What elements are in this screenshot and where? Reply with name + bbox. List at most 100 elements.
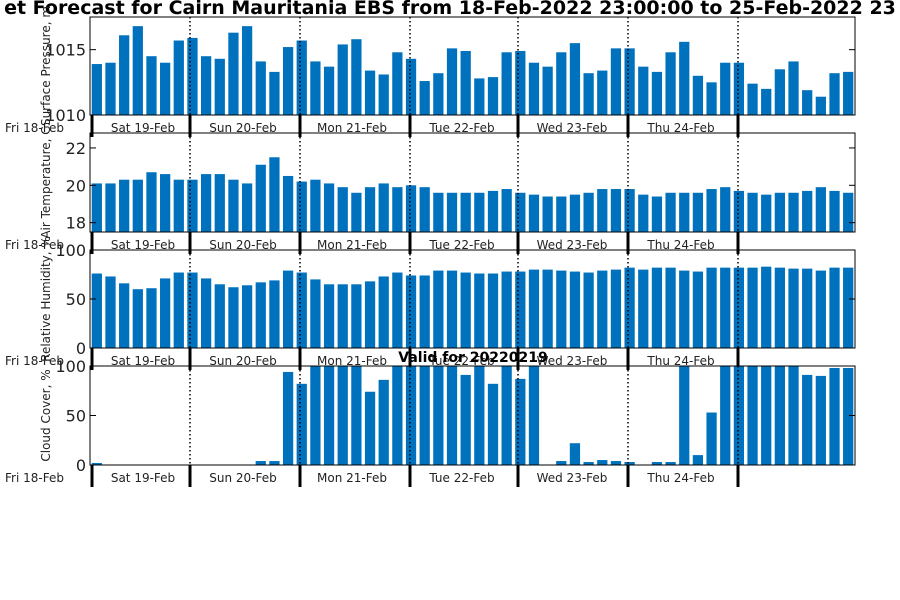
x-first-label: Fri 18-Feb <box>5 238 64 252</box>
bar <box>802 374 813 465</box>
bar <box>569 194 581 232</box>
bar <box>569 271 581 348</box>
bar <box>597 460 608 465</box>
bar <box>255 164 266 232</box>
bar <box>405 366 417 465</box>
x-day-label: Mon 21-Feb <box>317 471 387 485</box>
bar <box>720 366 731 465</box>
bar <box>556 52 567 115</box>
bar <box>119 179 130 232</box>
bar <box>187 37 198 115</box>
bar <box>665 192 676 232</box>
x-day-label: Mon 21-Feb <box>317 121 387 135</box>
bar <box>774 192 785 232</box>
bar <box>200 278 212 348</box>
x-first-label: Fri 18-Feb <box>5 354 64 368</box>
bar <box>460 374 471 465</box>
bar <box>788 268 799 348</box>
bar <box>747 192 758 232</box>
y-axis-label: Cloud Cover, % <box>39 369 53 461</box>
x-first-label: Fri 18-Feb <box>5 471 64 485</box>
bar <box>364 187 376 232</box>
bar <box>160 62 171 115</box>
bar <box>679 270 690 348</box>
x-day-label: Sun 20-Feb <box>209 354 277 368</box>
bar <box>610 461 622 465</box>
y-tick-label: 1010 <box>45 106 86 125</box>
bar <box>829 190 840 232</box>
y-tick-label: 50 <box>66 407 86 426</box>
bar <box>515 192 526 232</box>
bar <box>774 366 785 465</box>
bar <box>392 272 403 348</box>
bar <box>651 71 663 115</box>
bar <box>528 366 540 465</box>
bar <box>351 284 362 348</box>
bar <box>624 189 635 232</box>
x-first-label: Fri 18-Feb <box>5 121 64 135</box>
bar <box>433 192 444 232</box>
bar <box>843 71 854 115</box>
bar <box>474 273 485 348</box>
bar <box>433 73 444 115</box>
bar <box>364 281 376 348</box>
bar <box>761 266 772 348</box>
y-tick-label: 20 <box>66 176 86 195</box>
bar <box>706 267 717 348</box>
y-tick-label: 18 <box>66 214 86 233</box>
y-axis-label: Surface Pressure, m <box>39 6 53 126</box>
bar <box>405 275 417 348</box>
bar <box>733 62 745 115</box>
bar <box>119 283 130 348</box>
bar <box>829 267 840 348</box>
bar <box>556 270 567 348</box>
x-day-label: Tue 22-Feb <box>428 471 494 485</box>
bar <box>187 272 198 348</box>
bar <box>419 366 430 465</box>
panel-title: Valid for 20220219 <box>398 350 547 366</box>
axes-box <box>89 16 856 116</box>
bar <box>610 189 622 232</box>
bar <box>364 70 376 115</box>
bar <box>119 35 130 115</box>
bar <box>501 271 512 348</box>
bar <box>269 461 280 465</box>
bar <box>556 461 567 465</box>
bar <box>774 69 785 115</box>
x-day-label: Mon 21-Feb <box>317 354 387 368</box>
bar <box>282 270 294 348</box>
bar <box>228 32 239 115</box>
bar <box>788 61 799 115</box>
bar <box>597 270 608 348</box>
bar <box>774 267 785 348</box>
bar <box>597 70 608 115</box>
bar <box>665 52 676 115</box>
bar <box>146 172 157 232</box>
bar <box>378 74 389 115</box>
bar <box>296 40 307 115</box>
x-day-label: Wed 23-Feb <box>537 471 608 485</box>
bar <box>241 183 253 232</box>
bar <box>665 267 676 348</box>
bar <box>173 179 184 232</box>
bar <box>528 62 540 115</box>
bar <box>733 267 745 348</box>
bar <box>542 196 553 232</box>
x-day-label: Sat 19-Feb <box>111 238 175 252</box>
bar <box>679 192 690 232</box>
x-day-label: Mon 21-Feb <box>317 238 387 252</box>
bar <box>761 194 772 232</box>
bar <box>132 289 143 348</box>
bar <box>474 192 485 232</box>
bar <box>146 288 157 348</box>
bar <box>405 58 417 115</box>
bar <box>569 43 581 115</box>
bar <box>706 412 717 465</box>
x-day-label: Thu 24-Feb <box>646 354 714 368</box>
bar <box>241 26 253 115</box>
bar <box>501 189 512 232</box>
bar <box>214 58 225 115</box>
bar <box>310 61 321 115</box>
bar <box>528 269 540 348</box>
